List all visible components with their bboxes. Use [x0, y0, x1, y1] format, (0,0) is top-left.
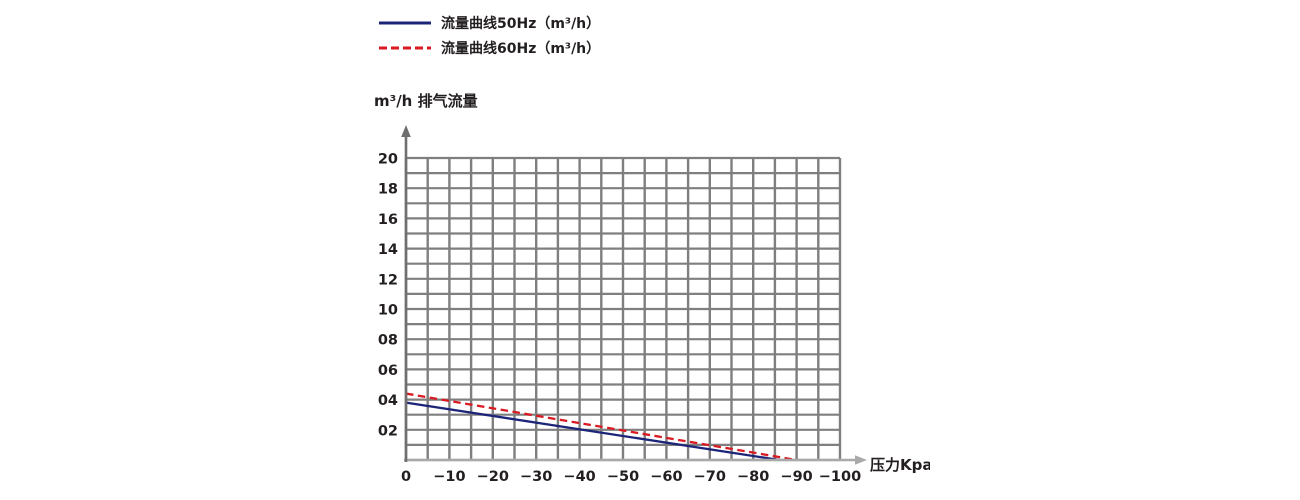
- x-tick-label: −30: [520, 469, 552, 485]
- x-tick-label: −10: [433, 469, 465, 485]
- legend-dashed-line-icon: [379, 46, 431, 50]
- y-axis-tick-labels: 20 18 16 14 12 10 08 06 04 02: [378, 152, 398, 440]
- y-tick-label: 14: [378, 242, 398, 258]
- legend-item-50hz: 流量曲线50Hz（m³/h）: [378, 13, 600, 33]
- x-tick-label: −90: [780, 469, 812, 485]
- series-line-50hz: [405, 401, 780, 462]
- legend-solid-line-icon: [379, 21, 431, 25]
- x-axis-arrow-icon: [855, 455, 867, 465]
- legend-label-60hz: 流量曲线60Hz（m³/h）: [441, 41, 601, 57]
- grid: [404, 156, 842, 462]
- y-tick-label: 16: [378, 212, 398, 228]
- x-tick-label: −20: [477, 469, 509, 485]
- x-tick-label: −50: [607, 469, 639, 485]
- y-tick-label: 18: [378, 182, 398, 198]
- x-tick-label: −80: [737, 469, 769, 485]
- y-axis-title: m³/h 排气流量: [374, 92, 478, 110]
- x-tick-label: −100: [819, 469, 861, 485]
- x-tick-label: −60: [650, 469, 682, 485]
- x-axis-title: 压力Kpa: [870, 456, 930, 474]
- chart-canvas: 20 18 16 14 12 10 08 06 04 02 0 −10 −20 −30 −40 −50 −60…: [378, 125, 930, 485]
- legend-label-50hz: 流量曲线50Hz（m³/h）: [441, 16, 601, 32]
- series-lines: [405, 392, 797, 462]
- y-tick-label: 02: [378, 423, 398, 439]
- x-tick-label: −40: [563, 469, 595, 485]
- legend-item-60hz: 流量曲线60Hz（m³/h）: [378, 38, 600, 58]
- axes: [401, 125, 867, 465]
- x-axis-tick-labels: 0 −10 −20 −30 −40 −50 −60 −70 −80 −90 −100: [401, 469, 861, 485]
- y-tick-label: 04: [378, 393, 398, 409]
- y-tick-label: 20: [378, 152, 398, 168]
- x-tick-label: 0: [401, 469, 411, 485]
- y-tick-label: 12: [378, 272, 398, 288]
- x-tick-label: −70: [694, 469, 726, 485]
- y-tick-label: 08: [378, 333, 398, 349]
- y-axis-arrow-icon: [401, 125, 411, 137]
- y-tick-label: 06: [378, 363, 398, 379]
- y-tick-label: 10: [378, 303, 398, 319]
- series-line-60hz: [405, 392, 797, 462]
